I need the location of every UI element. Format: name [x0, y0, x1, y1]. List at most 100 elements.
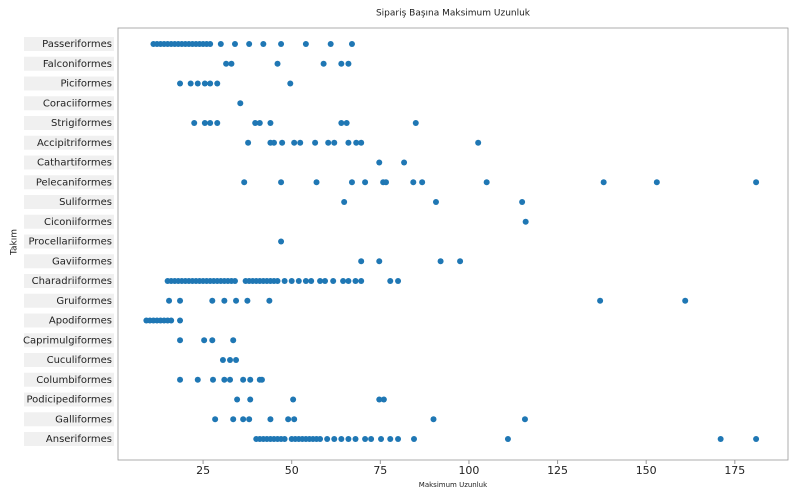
- point: [287, 80, 294, 87]
- point: [281, 278, 288, 284]
- point: [457, 258, 464, 265]
- point: [340, 278, 347, 284]
- point: [247, 376, 254, 383]
- point: [352, 278, 359, 284]
- point: [227, 376, 234, 383]
- point: [383, 179, 389, 186]
- point: [244, 297, 251, 304]
- y-tick-label: Gaviiformes: [52, 256, 112, 267]
- label-bg: [24, 155, 114, 170]
- point: [317, 278, 324, 284]
- point: [358, 139, 365, 146]
- point: [223, 60, 230, 67]
- point: [267, 416, 274, 423]
- point: [338, 436, 345, 442]
- point: [234, 396, 241, 403]
- point: [324, 436, 331, 442]
- point: [285, 416, 292, 423]
- point: [348, 41, 355, 47]
- point: [387, 278, 394, 284]
- point: [483, 179, 490, 186]
- x-tick-label: 125: [547, 464, 568, 477]
- point: [260, 41, 267, 47]
- point: [597, 297, 604, 304]
- point: [358, 278, 365, 284]
- label-bg: [24, 56, 114, 71]
- point: [230, 337, 237, 344]
- y-tick-label: Falconiformes: [43, 59, 112, 70]
- point: [338, 120, 345, 126]
- point: [237, 100, 244, 107]
- point: [207, 120, 214, 126]
- point: [177, 317, 184, 324]
- label-bg: [24, 37, 114, 51]
- point: [219, 357, 226, 363]
- point: [245, 139, 252, 146]
- y-tick-label: Coraciiformes: [43, 98, 112, 109]
- point: [210, 376, 217, 383]
- point: [194, 80, 201, 87]
- point: [240, 416, 247, 423]
- point: [240, 376, 247, 383]
- point: [317, 436, 324, 442]
- y-tick-label: Gruiformes: [56, 296, 112, 307]
- x-tick-label: 175: [724, 464, 745, 477]
- y-axis-label: Takım: [10, 229, 20, 256]
- point: [600, 179, 607, 186]
- point: [327, 41, 334, 47]
- point: [256, 120, 263, 126]
- point: [345, 139, 352, 146]
- x-tick-label: 75: [373, 464, 387, 477]
- point: [267, 120, 274, 126]
- point: [410, 179, 417, 186]
- point: [177, 297, 184, 304]
- point: [177, 337, 184, 344]
- point: [345, 436, 352, 442]
- point: [221, 297, 228, 304]
- point: [291, 416, 298, 423]
- label-bg: [24, 135, 114, 150]
- point: [682, 297, 689, 304]
- point: [241, 179, 248, 186]
- point: [358, 258, 365, 265]
- point: [187, 80, 194, 87]
- point: [521, 416, 528, 423]
- point: [343, 120, 350, 126]
- point: [320, 60, 327, 67]
- point: [295, 278, 302, 284]
- point: [341, 199, 348, 205]
- point: [378, 436, 385, 442]
- point: [266, 297, 273, 304]
- point: [270, 139, 277, 146]
- label-bg: [24, 392, 114, 407]
- point: [252, 120, 259, 126]
- y-tick-label: Procellariiformes: [28, 237, 112, 248]
- point: [281, 436, 288, 442]
- point: [411, 436, 418, 442]
- label-bg: [24, 333, 114, 348]
- point: [430, 416, 437, 423]
- x-tick-label: 150: [636, 464, 657, 477]
- point: [278, 179, 285, 186]
- point: [207, 80, 214, 87]
- point: [753, 436, 760, 442]
- point: [395, 436, 402, 442]
- point: [419, 179, 426, 186]
- point: [230, 416, 237, 423]
- point: [352, 436, 359, 442]
- y-tick-label: Charadriiformes: [32, 276, 112, 287]
- y-tick-label: Cathartiformes: [37, 158, 112, 169]
- point: [217, 41, 224, 47]
- point: [290, 396, 297, 403]
- point: [233, 357, 240, 363]
- label-bg: [24, 116, 114, 130]
- point: [168, 317, 175, 324]
- point: [201, 80, 208, 87]
- point: [717, 436, 724, 442]
- point: [274, 278, 281, 284]
- point: [291, 139, 298, 146]
- y-tick-label: Pelecaniformes: [36, 177, 112, 188]
- point: [519, 199, 526, 205]
- point: [753, 179, 760, 186]
